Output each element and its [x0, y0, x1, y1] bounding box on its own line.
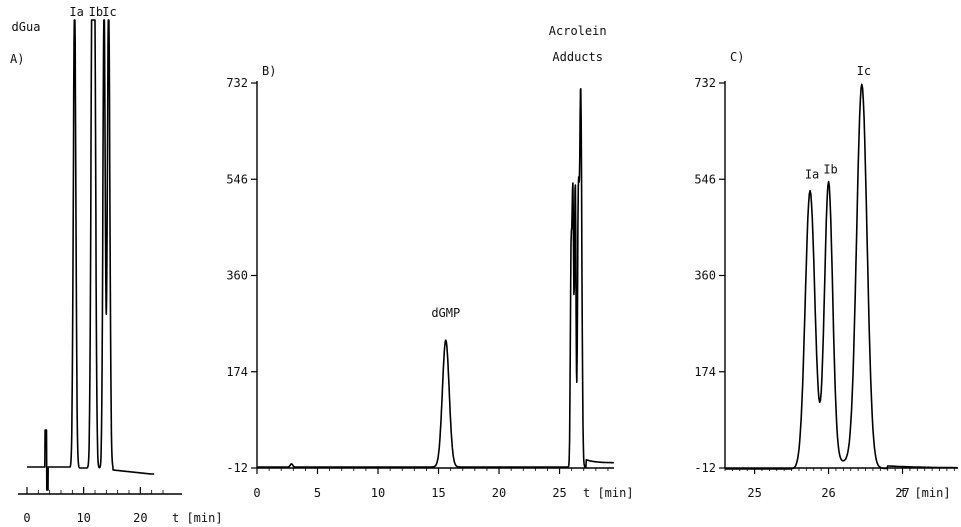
panel-a-peak-label-ib: Ib: [89, 5, 103, 19]
panel-b-x-tick-label: 20: [492, 486, 506, 500]
panel-c-y-tick-label: 732: [694, 76, 716, 90]
panel-c-peak-label-ia: Ia: [805, 168, 819, 182]
panel-a-x-unit-label: t [min]: [172, 511, 223, 525]
panel-c-peak-label-ic: Ic: [857, 64, 871, 78]
panel-c-x-tick-label: 25: [747, 486, 761, 500]
panel-c-x-unit-label: t [min]: [900, 486, 951, 500]
panel-a-label: A): [10, 52, 24, 66]
panel-b-y-tick-label: -12: [226, 461, 248, 475]
panel-b-x-tick-label: 10: [371, 486, 385, 500]
panel-c-label: C): [730, 50, 744, 64]
panel-a-peak-label-ia: Ia: [69, 5, 83, 19]
panel-b-y-tick-label: 360: [226, 269, 248, 283]
panel-c-y-tick-label: 174: [694, 365, 716, 379]
panel-a-peak-label-dgua: dGua: [12, 20, 41, 34]
panel-b-label: B): [262, 64, 276, 78]
panel-b-x-tick-label: 5: [314, 486, 321, 500]
panel-b-x-tick-label: 15: [431, 486, 445, 500]
panel-b-chromatogram-trace: [256, 88, 615, 468]
panel-c-peak-label-ib: Ib: [823, 163, 837, 177]
panel-c-x-tick-label: 27: [895, 486, 909, 500]
panel-b-annotation-dgmp: dGMP: [431, 306, 460, 320]
panel-a: A) 0 10 20 dGua Ia Ib Ic t [min]: [10, 5, 223, 525]
panel-c-y-tick-label: 360: [694, 269, 716, 283]
panel-a-peak-label-ic: Ic: [102, 5, 116, 19]
panel-c: C) -12 174 360 546 732 25 26 27 Ia Ib Ic t [min]: [694, 50, 958, 500]
panel-b-y-tick-label: 174: [226, 365, 248, 379]
panel-c-y-tick-label: -12: [694, 461, 716, 475]
panel-c-marks: -12 174 360 546 732 25 26 27 Ia Ib Ic: [694, 64, 958, 500]
panel-b-y-tick-label: 732: [226, 76, 248, 90]
panel-a-x-tick-label: 20: [133, 511, 147, 525]
panel-b-x-tick-label: 25: [552, 486, 566, 500]
panel-b-x-unit-label: t [min]: [583, 486, 634, 500]
panel-b-y-tick-label: 546: [226, 172, 248, 186]
panel-b-x-tick-label: 0: [253, 486, 260, 500]
panel-a-x-tick-label: 0: [23, 511, 30, 525]
panel-a-x-tick-label: 10: [76, 511, 90, 525]
panel-b-marks: -12 174 360 546 732 0 5 10 15 20 25 dGMP Acrolein Add…: [226, 24, 615, 500]
panel-a-marks: 0 10 20 dGua Ia Ib Ic: [12, 5, 182, 525]
panel-c-x-tick-label: 26: [821, 486, 835, 500]
panel-b-annotation-adducts: Adducts: [552, 50, 603, 64]
panel-b-annotation-acrolein: Acrolein: [549, 24, 607, 38]
panel-a-chromatogram-trace: [26, 19, 155, 491]
panel-c-y-tick-label: 546: [694, 172, 716, 186]
panel-c-chromatogram-trace: [724, 83, 958, 470]
panel-b: B) -12 174 360 546 732 0 5 10 15 20 25 dGMP Acrolein…: [226, 24, 633, 500]
